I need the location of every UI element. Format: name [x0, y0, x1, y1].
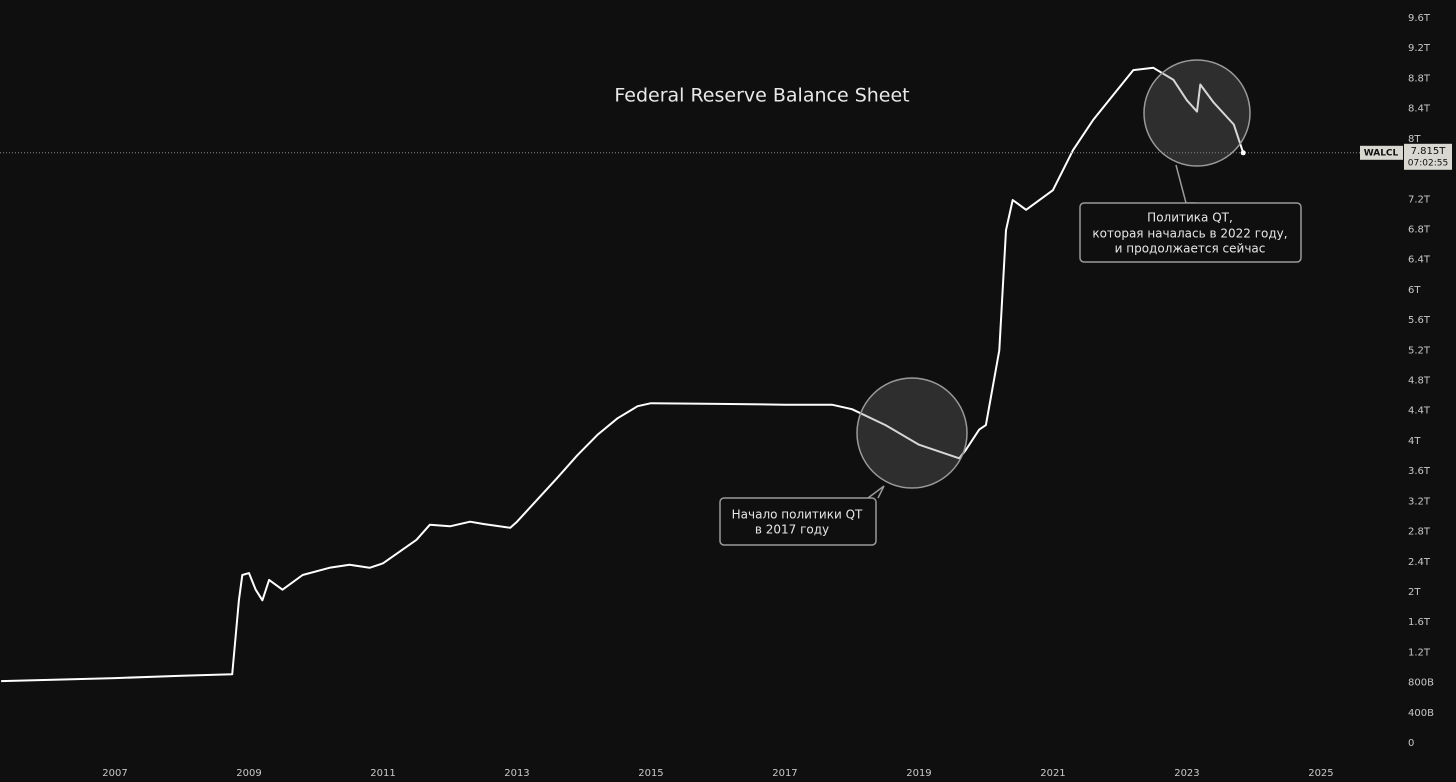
- y-tick-label: 9.6T: [1408, 13, 1431, 24]
- x-tick-label: 2009: [236, 768, 261, 779]
- y-tick-label: 8.4T: [1408, 104, 1431, 115]
- annotation-box: [1079, 202, 1302, 263]
- annotation-text: Начало политики QT: [732, 508, 863, 522]
- x-tick-label: 2019: [906, 768, 931, 779]
- callout-pointer: [867, 485, 885, 499]
- y-tick-label: 4.4T: [1408, 406, 1431, 417]
- chart-title: Federal Reserve Balance Sheet: [614, 85, 909, 107]
- series-tag: [1360, 145, 1403, 160]
- y-tick-label: 4.8T: [1408, 376, 1431, 387]
- y-tick-label: 6.8T: [1408, 224, 1431, 235]
- x-tick-label: 2021: [1040, 768, 1065, 779]
- x-tick-label: 2015: [638, 768, 663, 779]
- annotation-text: Политика QT,: [1147, 211, 1233, 225]
- data-line: [1, 66, 1245, 683]
- y-tick-label: 400B: [1408, 708, 1434, 719]
- y-tick-label: 5.2T: [1408, 345, 1431, 356]
- x-tick-label: 2023: [1174, 768, 1199, 779]
- y-tick-label: 8.8T: [1408, 73, 1431, 84]
- x-tick-label: 2007: [102, 768, 127, 779]
- y-tick-label: 2.8T: [1408, 527, 1431, 538]
- highlight-circle: [1143, 59, 1251, 167]
- x-tick-label: 2011: [370, 768, 395, 779]
- x-tick-label: 2013: [504, 768, 529, 779]
- y-tick-label: 2.4T: [1408, 557, 1431, 568]
- annotation-text: и продолжается сейчас: [1115, 242, 1266, 256]
- last-point: [1240, 150, 1246, 156]
- last-time-label: 07:02:55: [1408, 158, 1448, 168]
- y-tick-label: 8T: [1408, 134, 1421, 145]
- y-tick-label: 5.6T: [1408, 315, 1431, 326]
- y-tick-label: 6T: [1408, 285, 1421, 296]
- series-name: WALCL: [1364, 148, 1399, 158]
- highlight-circle: [856, 377, 968, 489]
- annotation-text: которая началась в 2022 году,: [1092, 227, 1287, 241]
- annotation-box: [719, 497, 877, 546]
- annotation-text: в 2017 году: [755, 523, 829, 537]
- y-tick-label: 2T: [1408, 587, 1421, 598]
- y-tick-label: 0: [1408, 738, 1414, 749]
- price-tag: [1404, 143, 1452, 170]
- y-tick-label: 6.4T: [1408, 255, 1431, 266]
- y-tick-label: 7.2T: [1408, 194, 1431, 205]
- x-tick-label: 2017: [772, 768, 797, 779]
- y-tick-label: 800B: [1408, 678, 1434, 689]
- last-value-label: 7.815T: [1411, 146, 1447, 157]
- y-tick-label: 1.2T: [1408, 647, 1431, 658]
- y-tick-label: 4T: [1408, 436, 1421, 447]
- x-tick-label: 2025: [1308, 768, 1333, 779]
- y-tick-label: 9.2T: [1408, 43, 1431, 54]
- y-tick-label: 3.6T: [1408, 466, 1431, 477]
- y-tick-label: 1.6T: [1408, 617, 1431, 628]
- y-tick-label: 3.2T: [1408, 496, 1431, 507]
